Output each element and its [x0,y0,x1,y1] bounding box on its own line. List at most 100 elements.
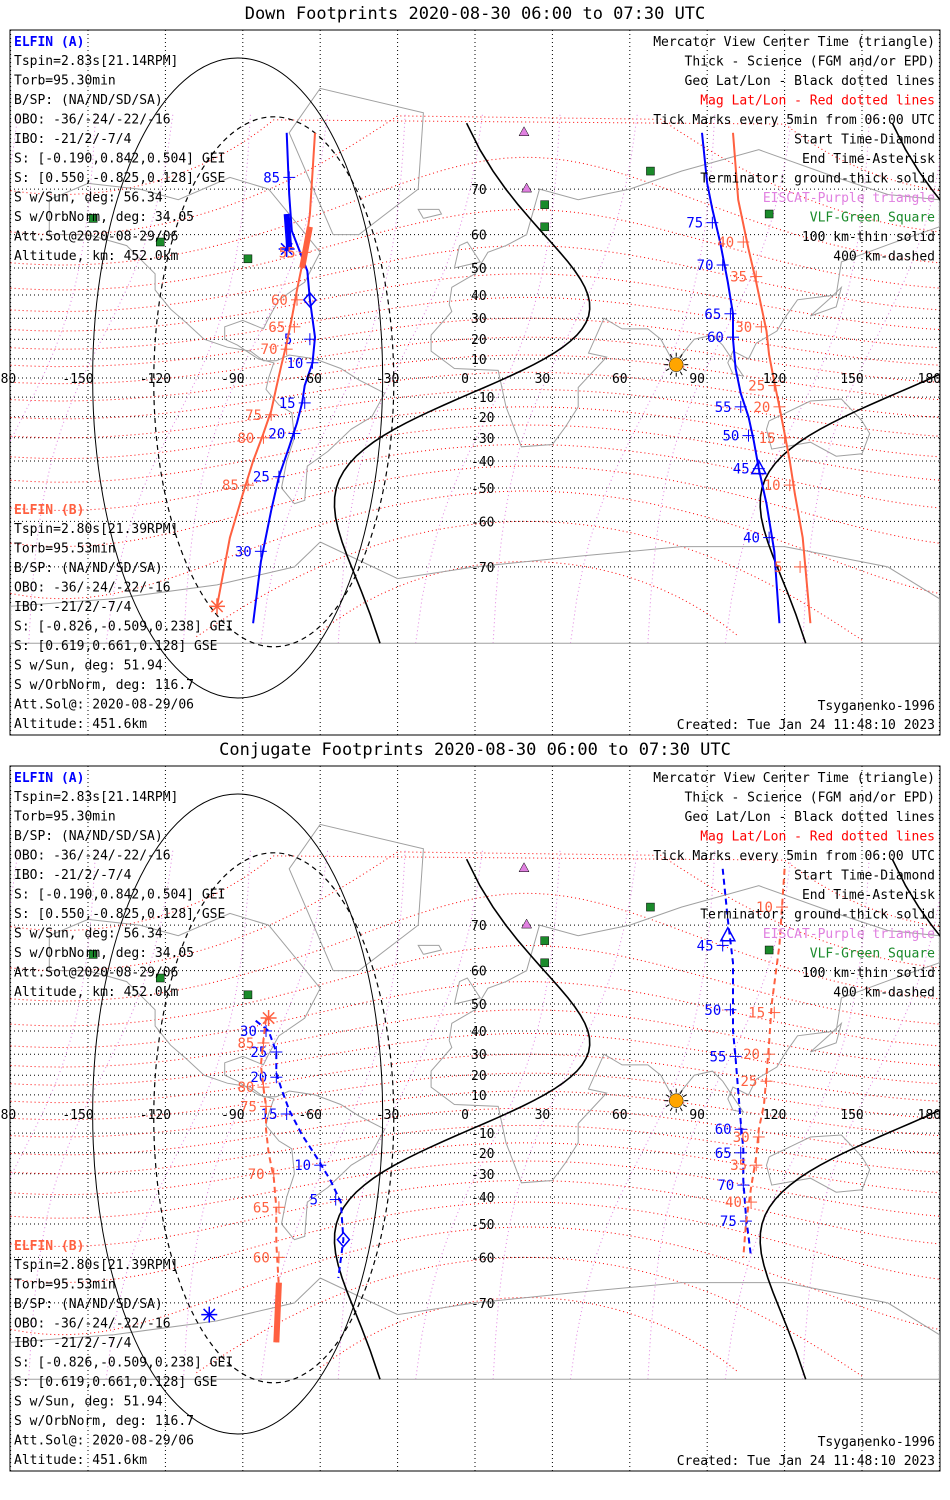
elfin-b-info-line: S: [0.619,0.661,0.128] GSE [14,639,218,654]
legend-entry: 400 km-dashed [833,986,935,1001]
lon-tick-label: -90 [221,1108,244,1123]
lat-tick-label: -50 [471,1218,494,1233]
lat-tick-label: 40 [471,1025,487,1040]
vlf-square-icon [764,945,774,955]
coastline [417,944,443,955]
legend-entry: Mercator View Center Time (triangle) [653,771,935,786]
tick-label: 65 [268,320,285,336]
tick-label: 60 [715,1122,732,1138]
range-100km-line [92,793,384,1435]
lat-tick-label: 60 [471,965,487,980]
tick-label: 10 [294,1158,311,1174]
sun-ray [669,1090,673,1094]
elfin-b-info-line: Torb=95.53min [14,1278,116,1293]
tick-label: 85 [263,170,280,186]
tick-label: 50 [722,429,739,445]
sun-ray [665,358,670,362]
lon-tick-label: 0 [461,1108,469,1123]
mag-lat-gridline [10,490,940,600]
coastline [288,823,424,972]
mag-lat-gridline [10,944,940,1027]
mag-lon-gridline [570,848,716,1380]
tick-label: 45 [697,938,714,954]
start-diamond-icon [302,291,317,308]
lat-tick-label: 70 [471,919,487,934]
tick-label: 45 [733,462,750,478]
tick-label: 55 [715,400,732,416]
lat-tick-label: -10 [471,1127,494,1142]
elfin-a-info-line: OBO: -36/-24/-22/-16 [14,113,171,128]
view-center-triangle-icon [750,459,768,475]
lat-tick-label: -30 [471,432,494,447]
mag-lon-gridline [724,112,871,644]
elfin-b-info-line: B/SP: (NA/ND/SD/SA) [14,1297,163,1312]
mag-lat-gridline [10,855,940,932]
legend-entry: VLF-Green Square [810,947,935,962]
elfin-a-info-line: OBO: -36/-24/-22/-16 [14,849,171,864]
mag-lon-gridline [337,848,484,1380]
coastline [10,541,940,644]
lat-tick-label: 70 [471,183,487,198]
lat-tick-label: 10 [471,353,487,368]
tick-label: 70 [717,1178,734,1194]
elfin-a-info-line: S: [-0.190,0.842,0.504] GEI [14,152,225,167]
model-label: Tsyganenko-1996 [818,1435,935,1450]
coastline [810,1021,843,1053]
eiscat-triangle-icon [521,182,533,193]
mag-lat-gridline [10,1009,940,1068]
tick-label: 80 [237,431,254,447]
coastline [765,398,871,457]
elfin-b-info-line: Tspin=2.80s[21.39RPM] [14,522,178,537]
mag-lon-gridline [28,848,174,1380]
sun-ray [679,1090,683,1094]
footprint-track-line [701,132,781,624]
elfin-a-title: ELFIN (A) [14,35,84,50]
mag-lon-gridline [570,112,716,644]
tick-label: 30 [735,320,752,336]
tick-label: 20 [268,426,285,442]
vlf-square-icon [243,254,253,264]
legend-entry: Mag Lat/Lon - Red dotted lines [700,94,935,109]
tick-label: 55 [279,245,296,261]
mag-lon-gridline [415,112,561,644]
elfin-b-info-line: S w/Sun, deg: 51.94 [14,1395,163,1410]
lon-tick-label: -60 [298,1108,321,1123]
tick-label: 55 [710,1049,727,1065]
legend-entry: Tick Marks every 5min from 06:00 UTC [653,849,935,864]
lat-tick-label: -60 [471,1251,494,1266]
end-asterisk-icon [280,242,293,256]
sun-ray [682,1094,687,1098]
tick-label: 20 [753,400,770,416]
elfin-a-info-line: S w/OrbNorm, deg: 34.05 [14,946,194,961]
tick-label: 20 [743,1047,760,1063]
lon-tick-label: 150 [840,372,863,387]
lat-tick-label: -70 [471,1297,494,1312]
lon-tick-label: -30 [376,372,399,387]
elfin-a-info-line: Tspin=2.83s[21.14RPM] [14,790,178,805]
tick-label: 40 [717,235,734,251]
science-zone-segment [283,213,293,250]
legend-entry: Terminator: ground-thick solid [700,172,935,187]
elfin-b-title: ELFIN (B) [14,1239,84,1254]
lat-tick-label: 60 [471,229,487,244]
lon-tick-label: -180 [0,372,16,387]
legend-entry: VLF-Green Square [810,211,935,226]
elfin-b-title: ELFIN (B) [14,503,84,518]
mag-lon-gridline [492,848,638,1380]
range-400km-line [153,852,395,1384]
vlf-square-icon [646,902,655,912]
range-100km-line [92,57,384,699]
lon-tick-label: 30 [535,372,551,387]
tick-label: 75 [686,216,703,232]
eiscat-triangle-icon [518,126,530,137]
tick-label: 60 [253,1250,270,1266]
coastline [430,149,940,448]
lat-tick-label: -60 [471,515,494,530]
tick-label: 65 [715,1146,732,1162]
lat-tick-label: -70 [471,561,494,576]
footprint-track-line [732,132,812,624]
vlf-square-icon [243,990,253,1000]
vlf-square-icon [764,209,774,219]
mag-lon-gridline [337,112,484,644]
science-zone-segment [273,1282,282,1343]
